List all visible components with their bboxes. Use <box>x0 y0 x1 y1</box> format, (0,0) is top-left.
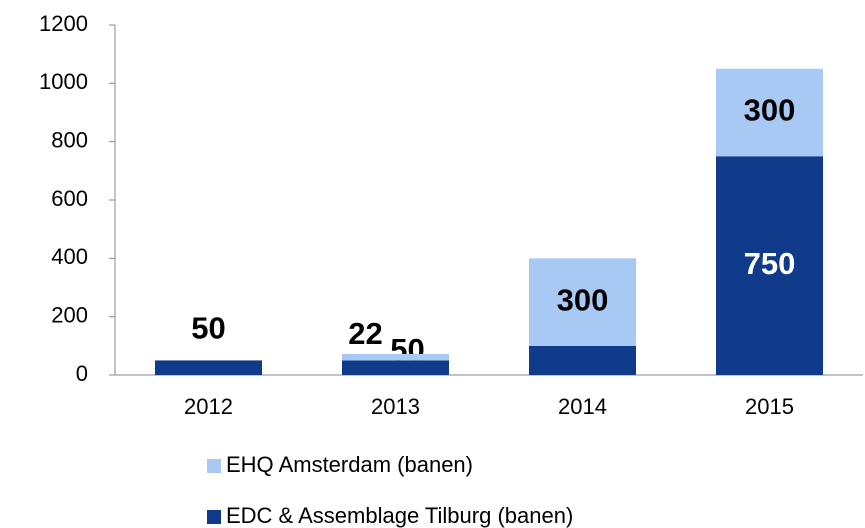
x-tick-label: 2012 <box>184 394 233 419</box>
value-label: 750 <box>744 246 796 281</box>
y-tick-label: 0 <box>76 361 88 386</box>
bar-segment <box>155 360 262 375</box>
x-tick-label: 2015 <box>745 394 794 419</box>
value-label: 50 <box>191 311 225 346</box>
legend-swatch <box>207 510 221 524</box>
value-label: 50 <box>390 332 424 367</box>
bar-segment <box>716 156 823 375</box>
y-tick-label: 600 <box>51 186 88 211</box>
y-tick-label: 1000 <box>39 69 88 94</box>
bar-segment <box>342 360 449 375</box>
legend-label: EDC & Assemblage Tilburg (banen) <box>226 503 573 528</box>
y-tick-label: 400 <box>51 244 88 269</box>
bar-segment <box>342 354 449 361</box>
y-tick-label: 800 <box>51 127 88 152</box>
y-tick-label: 1200 <box>39 11 88 36</box>
y-tick-label: 200 <box>51 302 88 327</box>
bar-segment <box>529 258 636 346</box>
x-tick-label: 2013 <box>371 394 420 419</box>
x-tick-label: 2014 <box>558 394 607 419</box>
value-label: 300 <box>557 282 609 317</box>
legend-swatch <box>207 459 221 473</box>
bar-segment <box>529 345 636 375</box>
value-label: 22 <box>348 316 382 351</box>
legend-label: EHQ Amsterdam (banen) <box>226 452 473 477</box>
bar-segment <box>716 68 823 157</box>
value-label: 300 <box>744 93 796 128</box>
